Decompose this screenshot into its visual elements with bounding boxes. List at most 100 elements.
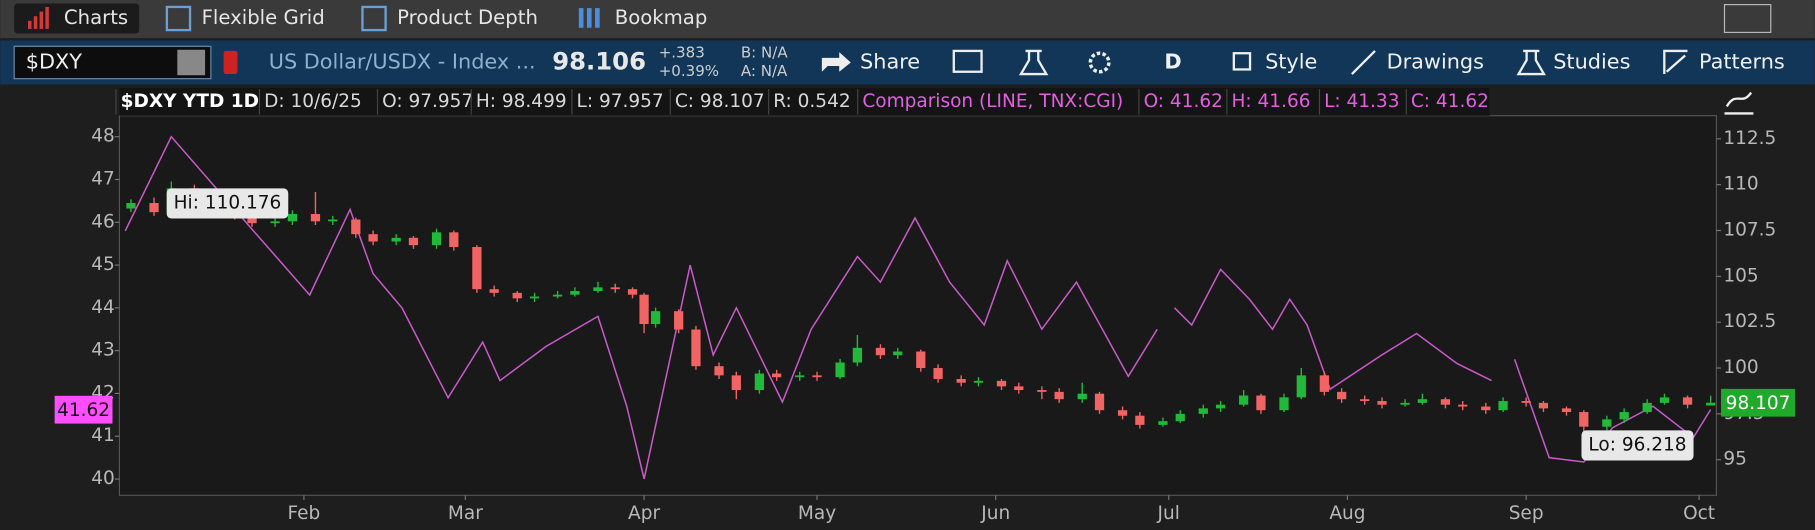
candle-body (1705, 402, 1716, 406)
y-tick-label: 102.5 (1723, 311, 1776, 332)
candle-body (1037, 390, 1047, 392)
y-tick-label: 100 (1723, 357, 1758, 378)
patterns-button[interactable]: Patterns (1699, 49, 1785, 73)
window-button[interactable] (1723, 4, 1772, 33)
x-tick-label: Aug (1329, 503, 1365, 524)
candle-body (1659, 397, 1670, 403)
candle-body (1458, 404, 1468, 407)
candle-body (852, 347, 863, 363)
period-button[interactable]: D (1164, 49, 1181, 73)
candle-body (270, 221, 280, 224)
candle-body (1400, 402, 1410, 405)
annotation: Lo: 96.218 (1581, 430, 1694, 461)
candle-body (1377, 401, 1387, 405)
candle-body (149, 203, 159, 213)
candle-body (1561, 408, 1572, 413)
drawings-button[interactable]: Drawings (1387, 49, 1484, 73)
candle-body (916, 351, 926, 369)
candle-body (489, 289, 499, 293)
y2-tick-label: 45 (91, 254, 115, 275)
style-button[interactable]: Style (1265, 49, 1317, 73)
plot (124, 135, 1716, 480)
candle-body (772, 373, 782, 378)
x-tick-label: Jun (980, 503, 1010, 524)
dropdown[interactable] (177, 49, 206, 76)
header-field: L: 41.33 (1324, 91, 1399, 112)
candle-body (1538, 402, 1549, 409)
flask-icon[interactable] (1018, 49, 1049, 76)
symbol[interactable]: $DXY (26, 49, 83, 73)
link-icon[interactable] (223, 50, 238, 75)
annotation-text: Lo: 96.218 (1588, 434, 1686, 455)
x-tick-label: Apr (628, 503, 660, 524)
candle-body (610, 287, 620, 290)
candle-body (1279, 397, 1289, 411)
style-icon (1232, 52, 1252, 71)
candle-body (310, 214, 321, 222)
scale-icon[interactable] (1724, 91, 1754, 115)
candle-body (795, 375, 805, 378)
candle-body (512, 292, 522, 299)
candle-body (875, 347, 886, 356)
last-price-box (1721, 388, 1796, 417)
candle-body (835, 362, 845, 378)
y2-tick-label: 47 (91, 168, 115, 189)
bid: B: N/A (741, 44, 788, 62)
last-price: 98.106 (552, 46, 646, 75)
candle-body (674, 311, 684, 330)
header-field: C: 98.107 (675, 91, 765, 112)
pct-change: +0.39% (659, 62, 719, 80)
tab[interactable]: Bookmap (615, 6, 708, 29)
header-field: C: 41.62 (1411, 91, 1489, 112)
calendar-icon[interactable] (952, 49, 983, 73)
last-price-label: 98.107 (1721, 388, 1796, 417)
studies-icon (1516, 49, 1546, 76)
header-field: O: 97.957 (382, 91, 473, 112)
candle-body (1158, 421, 1168, 425)
net-change: +.383 (659, 44, 705, 62)
candle-body (1319, 375, 1329, 392)
header-field: O: 41.62 (1144, 91, 1223, 112)
share-button[interactable]: Share (860, 49, 920, 73)
annotation: Hi: 110.176 (166, 188, 289, 219)
candle-body (1094, 393, 1105, 411)
x-tick-label: Jul (1157, 503, 1180, 524)
candle-body (328, 219, 338, 222)
candle-body (1135, 415, 1145, 425)
candle-body (593, 287, 603, 292)
candle-body (1619, 412, 1629, 420)
candle-body (714, 366, 724, 376)
candle-body (1014, 386, 1024, 391)
candle-body (529, 296, 540, 299)
grid-icon (165, 5, 192, 32)
settings-icon[interactable] (1088, 51, 1111, 74)
candle-body (650, 311, 661, 325)
candle-body (933, 368, 943, 380)
candle-body (1296, 375, 1306, 398)
candle-body (1642, 402, 1652, 413)
tab-bar (0, 0, 1815, 39)
annotation-text: Hi: 110.176 (174, 192, 282, 213)
annotation-box (1581, 430, 1694, 461)
studies-button[interactable]: Studies (1553, 49, 1630, 73)
candle-body (287, 214, 298, 222)
candle-body (627, 289, 638, 295)
plot-area (118, 115, 1717, 496)
candle-body (639, 294, 649, 325)
y2-tick-label: 41 (91, 425, 115, 446)
candle-body (1440, 399, 1451, 405)
tab[interactable]: Charts (64, 6, 128, 29)
candle-body (408, 237, 419, 246)
candle-body (731, 375, 741, 391)
tab[interactable]: Product Depth (397, 6, 538, 29)
candle-body (893, 351, 903, 356)
x-tick-label: Oct (1683, 503, 1715, 524)
candle-body (391, 237, 401, 242)
header-field: D: 10/6/25 (264, 91, 362, 112)
charts-icon (28, 6, 49, 29)
candle-body (1498, 401, 1508, 411)
tab[interactable]: Flexible Grid (202, 6, 325, 29)
candle-body (1239, 395, 1249, 405)
last-price-text: 98.107 (1726, 393, 1791, 414)
